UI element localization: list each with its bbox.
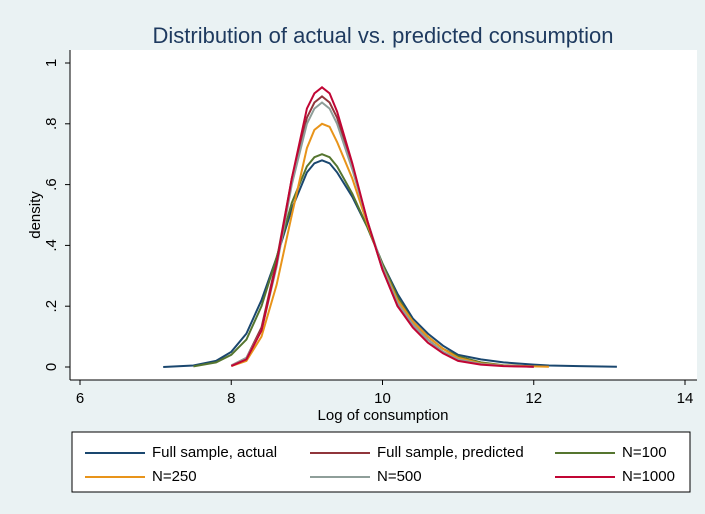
x-axis-label: Log of consumption [318, 407, 449, 424]
series-line [163, 159, 617, 368]
x-tick-label: 8 [227, 390, 235, 407]
legend-label: N=500 [377, 468, 422, 485]
y-axis-label: density [27, 191, 44, 239]
plot-area [70, 50, 697, 380]
chart-title: Distribution of actual vs. predicted con… [152, 23, 613, 48]
legend-label: N=1000 [622, 468, 675, 485]
y-tick-label: 1 [43, 59, 60, 67]
legend-label: N=100 [622, 444, 667, 461]
x-tick-label: 14 [677, 390, 694, 407]
x-tick-label: 12 [525, 390, 542, 407]
legend-label: Full sample, actual [152, 444, 277, 461]
legend [71, 431, 691, 493]
x-tick-label: 6 [76, 390, 84, 407]
y-tick-label: .4 [43, 239, 60, 252]
y-tick-label: 0 [43, 363, 60, 371]
x-tick-label: 10 [374, 390, 391, 407]
y-tick-label: .6 [43, 178, 60, 191]
y-tick-label: .2 [43, 300, 60, 313]
legend-label: Full sample, predicted [377, 444, 524, 461]
y-tick-label: .8 [43, 118, 60, 131]
series-line [230, 86, 534, 368]
legend-label: N=250 [152, 468, 197, 485]
series-line [230, 122, 549, 368]
